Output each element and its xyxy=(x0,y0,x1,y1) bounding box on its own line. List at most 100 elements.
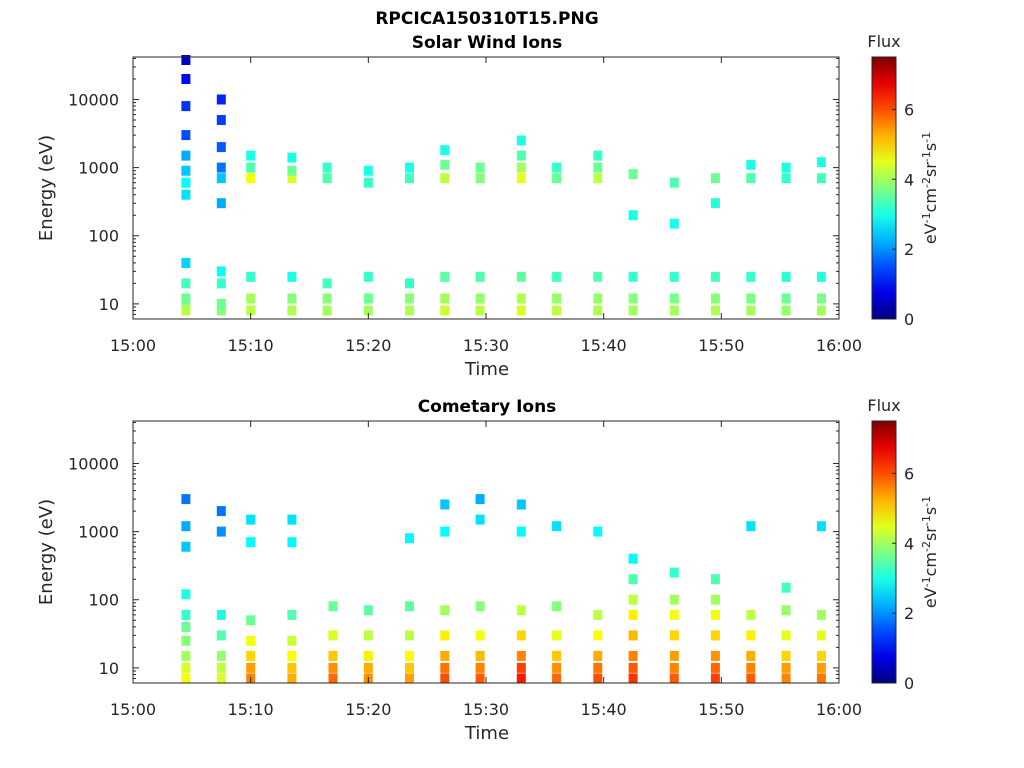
heatmap-cell xyxy=(475,601,485,612)
heatmap-cell xyxy=(287,305,297,316)
heatmap-cell xyxy=(628,574,638,585)
heatmap-cell xyxy=(552,271,562,282)
heatmap-cell xyxy=(475,305,485,316)
heatmap-cell xyxy=(181,305,191,316)
heatmap-cell xyxy=(552,630,562,641)
heatmap-cell xyxy=(475,673,485,684)
y-axis-label: Energy (eV) xyxy=(36,135,57,241)
y-tick-label: 1000 xyxy=(78,523,119,542)
heatmap-cell xyxy=(781,271,791,282)
heatmap-cell xyxy=(475,514,485,525)
heatmap-cell xyxy=(628,210,638,221)
heatmap-cell xyxy=(628,609,638,620)
heatmap-cell xyxy=(628,673,638,684)
heatmap-cell xyxy=(516,526,526,537)
heatmap-cell xyxy=(552,601,562,612)
heatmap-cell xyxy=(405,162,414,173)
figure-title: RPCICA150310T15.PNG xyxy=(375,9,598,29)
heatmap-cell xyxy=(593,630,603,641)
y-tick-label: 1000 xyxy=(78,159,119,178)
x-axis-label: Time xyxy=(464,723,509,744)
heatmap-cell xyxy=(669,293,679,304)
heatmap-cell xyxy=(246,305,256,316)
heatmap-cell xyxy=(475,662,485,673)
heatmap-cell xyxy=(816,173,826,184)
heatmap-cell xyxy=(181,177,191,188)
heatmap-cell xyxy=(246,271,256,282)
heatmap-cell xyxy=(216,650,226,661)
heatmap-cell xyxy=(781,582,791,593)
heatmap-cell xyxy=(593,650,603,661)
heatmap-cell xyxy=(405,662,414,673)
heatmap-cells xyxy=(181,55,826,316)
heatmap-cells xyxy=(181,494,826,684)
heatmap-cell xyxy=(628,271,638,282)
plot-frame xyxy=(132,420,840,684)
heatmap-cell xyxy=(516,293,526,304)
heatmap-cell xyxy=(593,173,603,184)
heatmap-cell xyxy=(816,521,826,532)
heatmap-cell xyxy=(516,150,526,161)
heatmap-cell xyxy=(405,673,414,684)
heatmap-cell xyxy=(440,673,450,684)
heatmap-cell xyxy=(781,293,791,304)
heatmap-cell xyxy=(322,293,332,304)
heatmap-cell xyxy=(746,673,756,684)
heatmap-cell xyxy=(287,271,297,282)
heatmap-cell xyxy=(516,662,526,673)
heatmap-cell xyxy=(710,198,720,209)
heatmap-cell xyxy=(363,177,373,188)
heatmap-cell xyxy=(710,630,720,641)
y-tick-label: 10000 xyxy=(68,454,119,473)
x-tick-label: 15:20 xyxy=(345,336,391,355)
heatmap-cell xyxy=(328,601,338,612)
heatmap-cell xyxy=(516,650,526,661)
heatmap-cell xyxy=(216,630,226,641)
colorbar-gradient xyxy=(871,420,897,684)
heatmap-cell xyxy=(246,514,256,525)
heatmap-cell xyxy=(710,271,720,282)
heatmap-cell xyxy=(363,305,373,316)
heatmap-cell xyxy=(552,650,562,661)
heatmap-cell xyxy=(440,145,450,156)
heatmap-cell xyxy=(181,609,191,620)
heatmap-cell xyxy=(246,650,256,661)
heatmap-cell xyxy=(669,650,679,661)
heatmap-cell xyxy=(440,159,450,170)
heatmap-cell xyxy=(816,630,826,641)
heatmap-cell xyxy=(216,142,226,153)
heatmap-cell xyxy=(475,630,485,641)
x-tick-label: 15:10 xyxy=(228,336,274,355)
heatmap-cell xyxy=(593,662,603,673)
heatmap-cell xyxy=(516,673,526,684)
y-tick-label: 10 xyxy=(99,295,119,314)
heatmap-cell xyxy=(669,662,679,673)
solar-wind-panel: Solar Wind Ions 15:00 15:10 15:20 15:30 15:4… xyxy=(36,32,940,380)
heatmap-cell xyxy=(516,305,526,316)
heatmap-cell xyxy=(363,271,373,282)
x-tick-label: 15:00 xyxy=(110,700,156,719)
axes: 15:00 15:10 15:20 15:30 15:40 15:50 16:00 10 100… xyxy=(68,420,862,719)
heatmap-cell xyxy=(181,189,191,200)
heatmap-cell xyxy=(552,293,562,304)
axes: 15:00 15:10 15:20 15:30 15:40 15:50 16:00 10 100… xyxy=(68,56,862,355)
heatmap-cell xyxy=(405,278,414,289)
heatmap-cell xyxy=(287,165,297,176)
heatmap-cell xyxy=(475,271,485,282)
heatmap-cell xyxy=(181,278,191,289)
heatmap-cell xyxy=(216,198,226,209)
heatmap-cell xyxy=(181,298,191,309)
heatmap-cell xyxy=(246,662,256,673)
heatmap-cell xyxy=(440,605,450,616)
heatmap-cell xyxy=(516,630,526,641)
colorbar-tick-label: 6 xyxy=(904,464,914,483)
heatmap-cell xyxy=(287,635,297,646)
heatmap-cell xyxy=(593,305,603,316)
heatmap-cell xyxy=(181,55,191,65)
heatmap-cell xyxy=(669,673,679,684)
heatmap-cell xyxy=(246,173,256,184)
heatmap-cell xyxy=(628,630,638,641)
heatmap-cell xyxy=(405,293,414,304)
colorbar: 0 2 4 6 Flux eV-1cm-2sr-1s-1 xyxy=(867,396,940,693)
heatmap-cell xyxy=(669,609,679,620)
